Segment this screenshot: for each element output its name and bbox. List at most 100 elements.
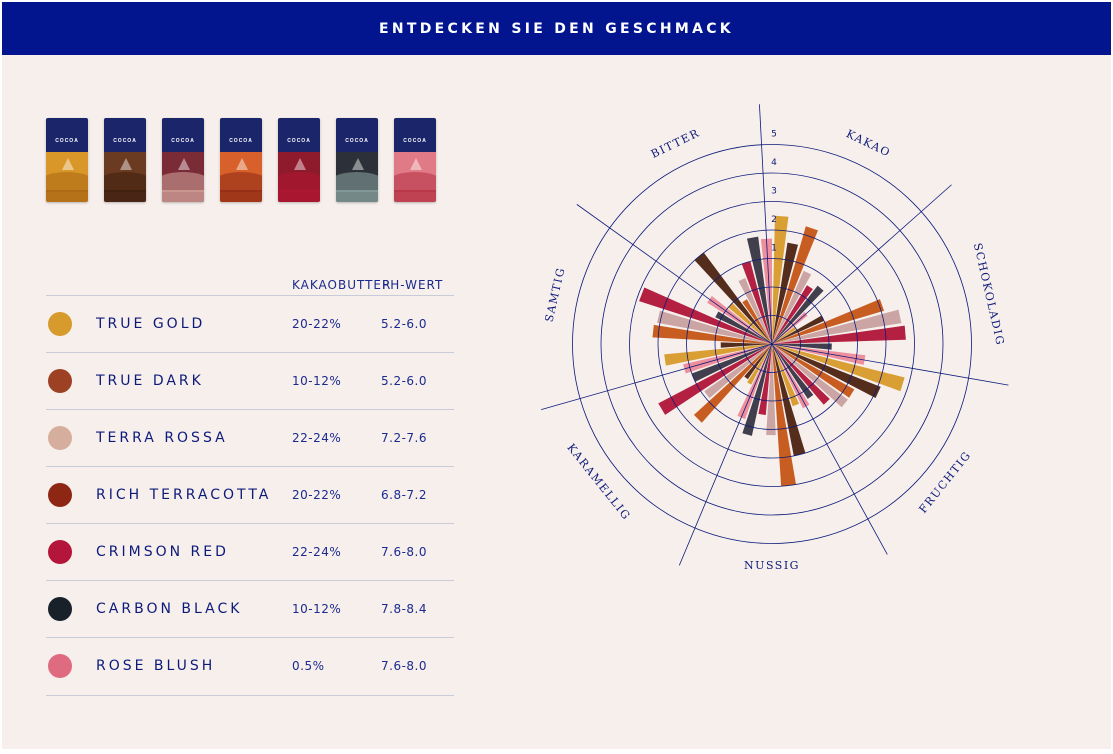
chart-bar [691, 344, 772, 382]
chart-bar [658, 344, 772, 415]
chart-bar [772, 326, 797, 344]
ph-value: 5.2-6.0 [381, 374, 427, 388]
chart-bar [715, 311, 772, 344]
chart-bar [738, 277, 772, 344]
product-pack: COCOA [220, 118, 262, 202]
ph-value: 7.6-8.0 [381, 659, 427, 673]
grid-spoke [771, 343, 888, 555]
product-name: CRIMSON RED [96, 544, 229, 560]
grid-spoke [678, 343, 773, 566]
ph-value: 5.2-6.0 [381, 317, 427, 331]
grid-ring [714, 286, 830, 402]
chart-bar [744, 344, 772, 380]
table-row: CRIMSON RED 22-24% 7.6-8.0 [46, 523, 454, 581]
chart-bar [772, 344, 881, 399]
header-banner: ENTDECKEN SIE DEN GESCHMACK [2, 2, 1111, 55]
chart-bar [664, 344, 772, 366]
chart-bar [720, 342, 772, 348]
product-name: TRUE DARK [96, 373, 204, 389]
chart-bar [657, 310, 772, 344]
grid-ring [686, 258, 858, 430]
pack-brand: COCOA [171, 138, 195, 144]
cocoa-butter-value: 22-24% [292, 431, 342, 445]
chart-bar [772, 315, 825, 344]
cocoa-butter-value: 20-22% [292, 488, 342, 502]
chart-bar [772, 344, 814, 399]
tick-label: 5 [771, 130, 777, 140]
table-row: CARBON BLACK 10-12% 7.8-8.4 [46, 580, 454, 638]
product-name: CARBON BLACK [96, 601, 243, 617]
color-swatch [48, 426, 72, 450]
cocoa-butter-value: 0.5% [292, 659, 325, 673]
chart-bar [772, 299, 885, 344]
grid-ring [572, 144, 972, 544]
grid-ring [629, 201, 915, 487]
chart-bar [772, 344, 855, 398]
pack-brand: COCOA [403, 138, 427, 144]
ph-value: 7.2-7.6 [381, 431, 427, 445]
grid-spoke [576, 204, 773, 345]
table-row: TRUE GOLD 20-22% 5.2-6.0 [46, 295, 454, 353]
grid-ring [657, 229, 887, 459]
table-row: RICH TERRACOTTA 20-22% 6.8-7.2 [46, 466, 454, 524]
product-name: ROSE BLUSH [96, 658, 216, 674]
category-label: FRUCHTIG [917, 448, 974, 515]
product-name: TERRA ROSSA [96, 430, 228, 446]
grid-spoke [759, 104, 773, 345]
chart-bar [760, 238, 772, 344]
chart-bar [772, 344, 797, 487]
chart-bar [766, 344, 776, 436]
cocoa-butter-value: 22-24% [292, 545, 342, 559]
chart-bar [741, 261, 772, 344]
color-swatch [48, 597, 72, 621]
header-cocoa-butter: KAKAOBUTTER [292, 278, 392, 292]
chart-bar [772, 270, 812, 344]
chart-bar [772, 344, 810, 409]
chart-bar [694, 252, 772, 344]
grid-spoke [771, 343, 1009, 386]
pack-brand: COCOA [229, 138, 253, 144]
category-label: SCHOKOLADIG [971, 242, 1007, 347]
header-ph: PH-WERT [382, 278, 444, 292]
chart-bar [772, 344, 848, 408]
chart-bar [772, 285, 824, 344]
chart-bar [742, 344, 772, 436]
pack-brand: COCOA [113, 138, 137, 144]
tick-label: 4 [771, 158, 777, 168]
grid-spoke [541, 343, 773, 410]
chart-bar [728, 303, 772, 344]
tick-label: 3 [771, 187, 777, 197]
color-swatch [48, 369, 72, 393]
chart-bar [772, 309, 902, 344]
cocoa-butter-value: 20-22% [292, 317, 342, 331]
tick-label: 2 [771, 215, 777, 225]
chart-bar [693, 344, 772, 423]
chart-bar [683, 344, 772, 374]
category-label: KARAMELLIG [564, 441, 633, 523]
chart-bar [772, 285, 813, 344]
chart-bar [772, 325, 906, 344]
pack-brand: COCOA [287, 138, 311, 144]
table-row: ROSE BLUSH 0.5% 7.6-8.0 [46, 637, 454, 696]
product-pack: COCOA [104, 118, 146, 202]
table-row: TERRA ROSSA 22-24% 7.2-7.6 [46, 409, 454, 467]
chart-bar [747, 344, 772, 385]
grid-ring [600, 172, 944, 516]
ph-value: 7.6-8.0 [381, 545, 427, 559]
pack-brand: COCOA [345, 138, 369, 144]
chart-bar [742, 299, 772, 344]
product-pack: COCOA [278, 118, 320, 202]
cocoa-butter-value: 10-12% [292, 374, 342, 388]
chart-bar [772, 344, 830, 405]
banner-title: ENTDECKEN SIE DEN GESCHMACK [379, 20, 734, 37]
color-swatch [48, 483, 72, 507]
cocoa-butter-value: 10-12% [292, 602, 342, 616]
color-swatch [48, 312, 72, 336]
product-pack: COCOA [336, 118, 378, 202]
product-pack: COCOA [394, 118, 436, 202]
category-label: NUSSIG [744, 559, 800, 572]
chart-bar [772, 344, 800, 407]
grid-ring [743, 315, 801, 373]
